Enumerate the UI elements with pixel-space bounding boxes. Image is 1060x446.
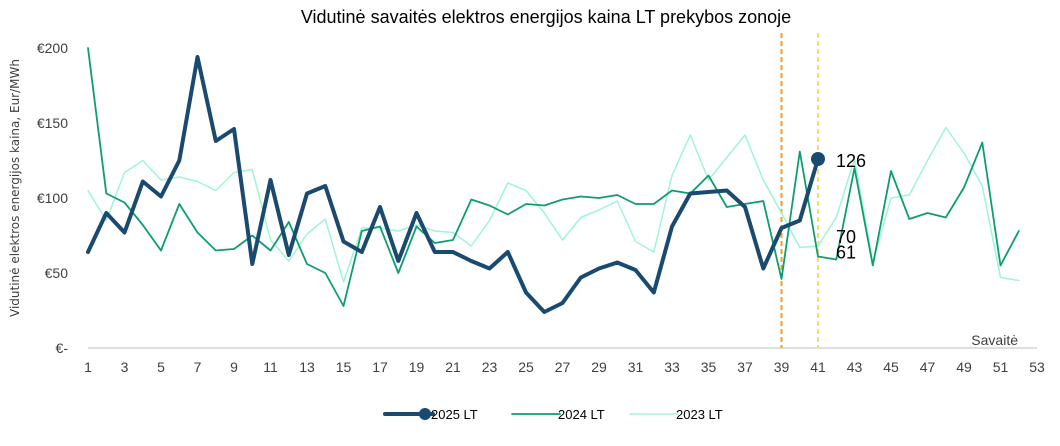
x-tick-label: 31 <box>628 359 644 375</box>
x-tick-label: 19 <box>409 359 425 375</box>
data-label: 61 <box>836 243 856 263</box>
y-axis-ticks: €- €50 €100 €150 €200 <box>37 40 68 356</box>
x-tick-label: 25 <box>518 359 534 375</box>
x-tick-label: 15 <box>336 359 352 375</box>
x-tick-label: 33 <box>664 359 680 375</box>
legend-label: 2023 LT <box>676 407 723 422</box>
y-tick-label: €150 <box>37 115 68 131</box>
x-tick-label: 43 <box>847 359 863 375</box>
x-tick-label: 3 <box>121 359 129 375</box>
x-tick-label: 27 <box>555 359 571 375</box>
x-tick-label: 49 <box>956 359 972 375</box>
legend-marker <box>419 408 431 420</box>
x-tick-label: 51 <box>993 359 1009 375</box>
x-axis-label: Savaitė <box>971 332 1018 348</box>
x-tick-label: 17 <box>372 359 388 375</box>
series-lines <box>86 47 1020 314</box>
chart-title: Vidutinė savaitės elektros energijos kai… <box>301 7 791 27</box>
x-tick-label: 47 <box>920 359 936 375</box>
x-tick-label: 23 <box>482 359 498 375</box>
x-tick-label: 21 <box>445 359 461 375</box>
x-tick-label: 53 <box>1029 359 1045 375</box>
legend: 2025 LT 2024 LT 2023 LT <box>383 407 723 422</box>
legend-label: 2024 LT <box>558 407 605 422</box>
y-axis-label: Vidutinė elektros energijos kaina, Eur/M… <box>8 59 22 317</box>
legend-label: 2025 LT <box>431 407 478 422</box>
x-tick-label: 39 <box>774 359 790 375</box>
x-tick-label: 41 <box>810 359 826 375</box>
data-label: 70 <box>836 227 856 247</box>
data-label: 126 <box>836 151 866 171</box>
y-tick-label: €100 <box>37 190 68 206</box>
x-tick-label: 5 <box>157 359 165 375</box>
series-line-2025-lt <box>86 55 820 314</box>
x-tick-label: 45 <box>883 359 899 375</box>
x-tick-label: 11 <box>263 359 278 375</box>
x-tick-label: 9 <box>230 359 238 375</box>
x-tick-label: 7 <box>194 359 202 375</box>
x-tick-label: 37 <box>737 359 753 375</box>
series-line-2024-lt <box>87 47 1020 307</box>
x-axis-ticks: 1 3 5 7 9 11 13 15 17 19 21 23 25 27 29 31 33 35 37 39 41 43 4… <box>84 359 1045 375</box>
series-end-marker <box>811 152 825 166</box>
x-tick-label: 35 <box>701 359 717 375</box>
vertical-markers <box>780 33 819 348</box>
x-tick-label: 29 <box>591 359 607 375</box>
x-tick-label: 1 <box>84 359 92 375</box>
y-tick-label: €200 <box>37 40 68 56</box>
y-tick-label: €- <box>56 340 69 356</box>
y-tick-label: €50 <box>45 265 69 281</box>
series-line-2023-lt <box>87 126 1020 283</box>
x-tick-label: 13 <box>299 359 315 375</box>
